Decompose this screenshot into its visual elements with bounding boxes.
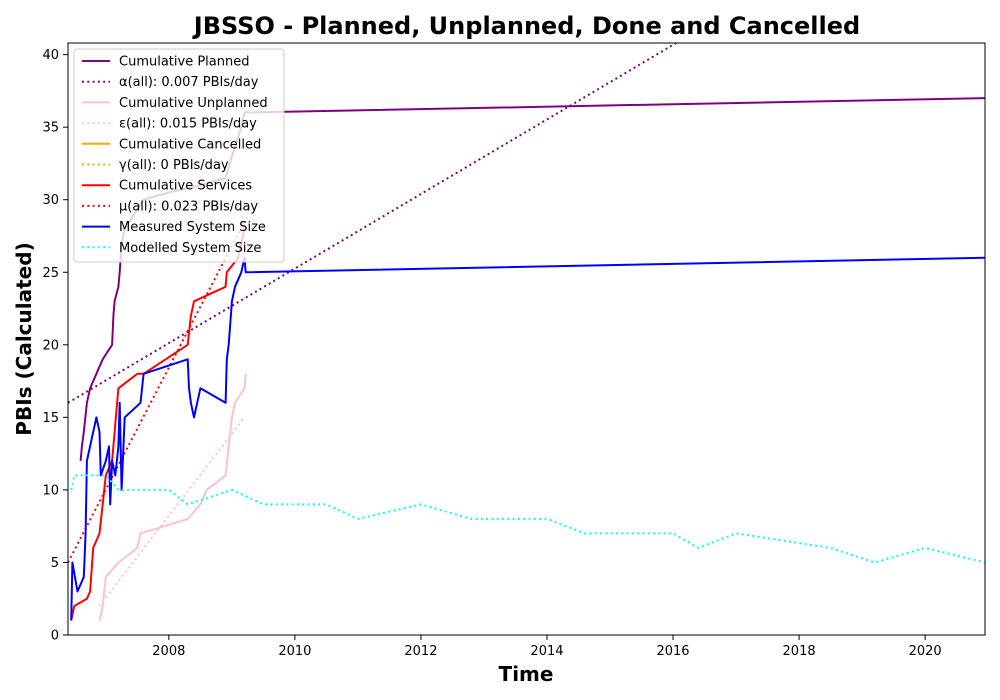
y-tick-label: 30 xyxy=(42,193,59,208)
y-tick-label: 15 xyxy=(42,411,59,426)
x-tick-label: 2008 xyxy=(152,644,185,659)
y-tick-label: 0 xyxy=(51,629,59,644)
plot-frame xyxy=(67,42,986,636)
x-tick-label: 2012 xyxy=(404,644,437,659)
y-tick-label: 25 xyxy=(42,266,59,281)
x-tick-label: 2018 xyxy=(783,644,816,659)
x-tick-label: 2020 xyxy=(909,644,942,659)
chart-title: JBSSO - Planned, Unplanned, Done and Can… xyxy=(192,12,860,40)
series-line-9-measured-system-size xyxy=(70,256,985,621)
legend-label-cumulative-unplanned: Cumulative Unplanned xyxy=(119,96,268,111)
y-tick-label: 20 xyxy=(42,338,59,353)
legend-label-cumulative-planned: Cumulative Planned xyxy=(119,55,249,70)
legend-label-all-0-023-pbis-day: μ(all): 0.023 PBIs/day xyxy=(119,199,258,214)
legend-label-cumulative-cancelled: Cumulative Cancelled xyxy=(119,137,261,152)
x-tick-label: 2010 xyxy=(278,644,311,659)
series-line-3-cumulative-unplanned xyxy=(98,373,247,621)
y-tick-label: 35 xyxy=(42,121,59,136)
legend-box xyxy=(73,48,285,263)
x-tick-label: 2016 xyxy=(656,644,689,659)
legend-label-all-0-pbis-day: γ(all): 0 PBIs/day xyxy=(119,158,229,173)
legend-label-cumulative-services: Cumulative Services xyxy=(119,179,252,194)
series-line-2-all-0-007-pbis-day xyxy=(68,43,677,404)
legend-label-all-0-015-pbis-day: ε(all): 0.015 PBIs/day xyxy=(119,117,257,132)
legend: Cumulative Planned α(all): 0.007 PBIs/day… xyxy=(73,48,285,263)
x-tick-label: 2014 xyxy=(530,644,563,659)
x-axis-ticks: 2008 2010 2012 2014 2016 2018 2020 xyxy=(152,635,942,659)
legend-label-measured-system-size: Measured System Size xyxy=(119,220,266,235)
series-line-10-modelled-system-size xyxy=(70,474,985,564)
y-tick-label: 5 xyxy=(51,556,59,571)
y-tick-label: 10 xyxy=(42,483,59,498)
legend-label-all-0-007-pbis-day: α(all): 0.007 PBIs/day xyxy=(119,75,259,90)
series-line-8-all-0-023-pbis-day xyxy=(68,221,246,563)
legend-label-modelled-system-size: Modelled System Size xyxy=(119,241,261,256)
x-axis-label: Time xyxy=(499,662,554,686)
y-tick-label: 40 xyxy=(42,48,59,63)
y-axis-ticks: 0 5 10 15 20 25 30 35 40 xyxy=(42,48,68,644)
series-line-7-cumulative-services xyxy=(70,228,246,621)
y-axis-label: PBIs (Calculated) xyxy=(12,242,36,435)
